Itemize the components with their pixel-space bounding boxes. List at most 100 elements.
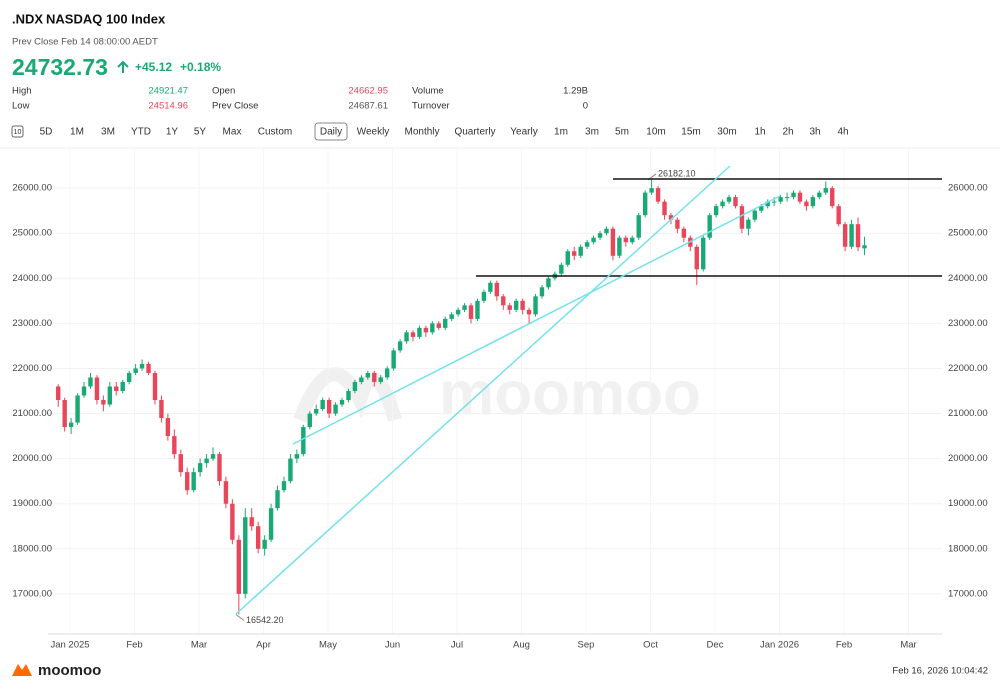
tab[interactable]: 3M [101,127,115,138]
candle-body [759,206,764,211]
candle-body [797,192,803,202]
x-tick-label: Jul [451,640,463,651]
candle-body [771,201,777,203]
candle-body [649,188,654,193]
tab[interactable]: Monthly [404,127,439,138]
candle-body [462,305,467,310]
candle-body [675,219,680,229]
candle-body [423,327,429,333]
candle-body [636,215,641,238]
candle-body [152,372,158,401]
change: +45.12 [135,60,172,74]
candle-body [604,228,609,234]
candle-body [668,215,674,220]
tab[interactable]: Custom [258,127,292,138]
candle-body [559,264,564,274]
candle-body [262,539,267,549]
x-tick-label: Aug [513,640,530,651]
y-tick-label-right: 23000.00 [948,318,988,329]
y-tick-label: 18000.00 [12,543,52,554]
candle-body [817,192,822,198]
candle-body [301,427,306,455]
watermark-logo [293,367,402,423]
candle-body [726,197,732,202]
candle-body [185,472,190,491]
icon-box[interactable] [11,125,24,138]
prev-close-time: Prev Close Feb 14 08:00:00 AEDT [12,37,158,48]
tab[interactable]: Quarterly [454,127,495,138]
annotation-label: 16542.20 [246,615,284,625]
tab[interactable]: 2h [782,127,793,138]
candle-body [178,454,183,473]
tab[interactable]: 3h [809,127,820,138]
candle-body [662,201,667,216]
candle-body [520,300,525,310]
candle-body [533,296,538,315]
tab[interactable]: Max [223,127,242,138]
tab[interactable]: 15m [681,127,700,138]
tab[interactable]: 4h [837,127,848,138]
candle-body [62,400,67,428]
candle-body [630,237,635,243]
tab[interactable]: Weekly [357,127,390,138]
candle-body [436,323,441,328]
candle-body [165,418,171,437]
candle-body [275,490,280,509]
tab[interactable]: 1Y [166,127,179,138]
tab[interactable]: YTD [131,127,151,138]
x-tick-label: Oct [643,640,658,651]
candle-body [133,368,138,373]
candle-body [739,206,745,229]
stat-value: 24514.96 [148,101,188,112]
y-tick-label-right: 21000.00 [948,408,988,419]
tab[interactable]: 5D [40,127,53,138]
candle-body [849,224,854,247]
candle-body [410,332,416,337]
tabs: 5D 1M 3M YTD 1Y 5Y Max Custom Daily Weekly Monthly… [40,122,849,141]
logo-mark [12,664,32,676]
candle-body [488,282,493,292]
stat-label: Volume [412,86,444,97]
candle-body [191,472,196,491]
candle-body [333,404,338,414]
tab[interactable]: 10m [646,127,665,138]
candle-body [314,409,319,414]
x-tick-label: Jun [385,640,400,651]
tab[interactable]: Yearly [510,127,537,138]
candle-body [707,215,712,238]
tab[interactable]: 1M [70,127,84,138]
x-tick-label: Sep [578,640,595,651]
tab[interactable]: 5Y [194,127,207,138]
stats: High 24921.47 Open 24662.95 Volume 1.29B Low 24… [12,86,588,112]
tab[interactable]: 1h [754,127,765,138]
trend-line [235,165,731,615]
x-tick-label: Mar [900,640,916,651]
footer-brand: moomoo [38,662,101,679]
tab[interactable]: 30m [717,127,736,138]
x-tick-label: Apr [256,640,271,651]
candle-body [539,287,545,297]
tab-selected-box[interactable] [314,122,348,141]
candle-body [397,341,403,351]
tab[interactable]: 1m [554,127,568,138]
tab[interactable]: 3m [585,127,599,138]
candle-body [855,224,861,248]
candle-body [623,237,629,243]
candle-body [101,400,106,405]
candle-body [481,291,487,301]
y-tick-label-right: 18000.00 [948,543,988,554]
tab[interactable]: 5m [615,127,629,138]
stat-label: Turnover [412,101,450,112]
candle-body [830,188,835,207]
candle-body [249,517,254,527]
tab[interactable]: Daily [320,127,342,138]
candle-body [746,219,751,229]
candle-body [546,278,551,288]
candle-body [565,251,570,265]
icon-label[interactable]: 10 [14,129,22,136]
candle-body [268,508,274,540]
index-name: NASDAQ 100 Index [46,11,166,26]
candle-body [236,539,242,594]
candle-body [281,481,287,491]
candle-body [494,282,500,297]
